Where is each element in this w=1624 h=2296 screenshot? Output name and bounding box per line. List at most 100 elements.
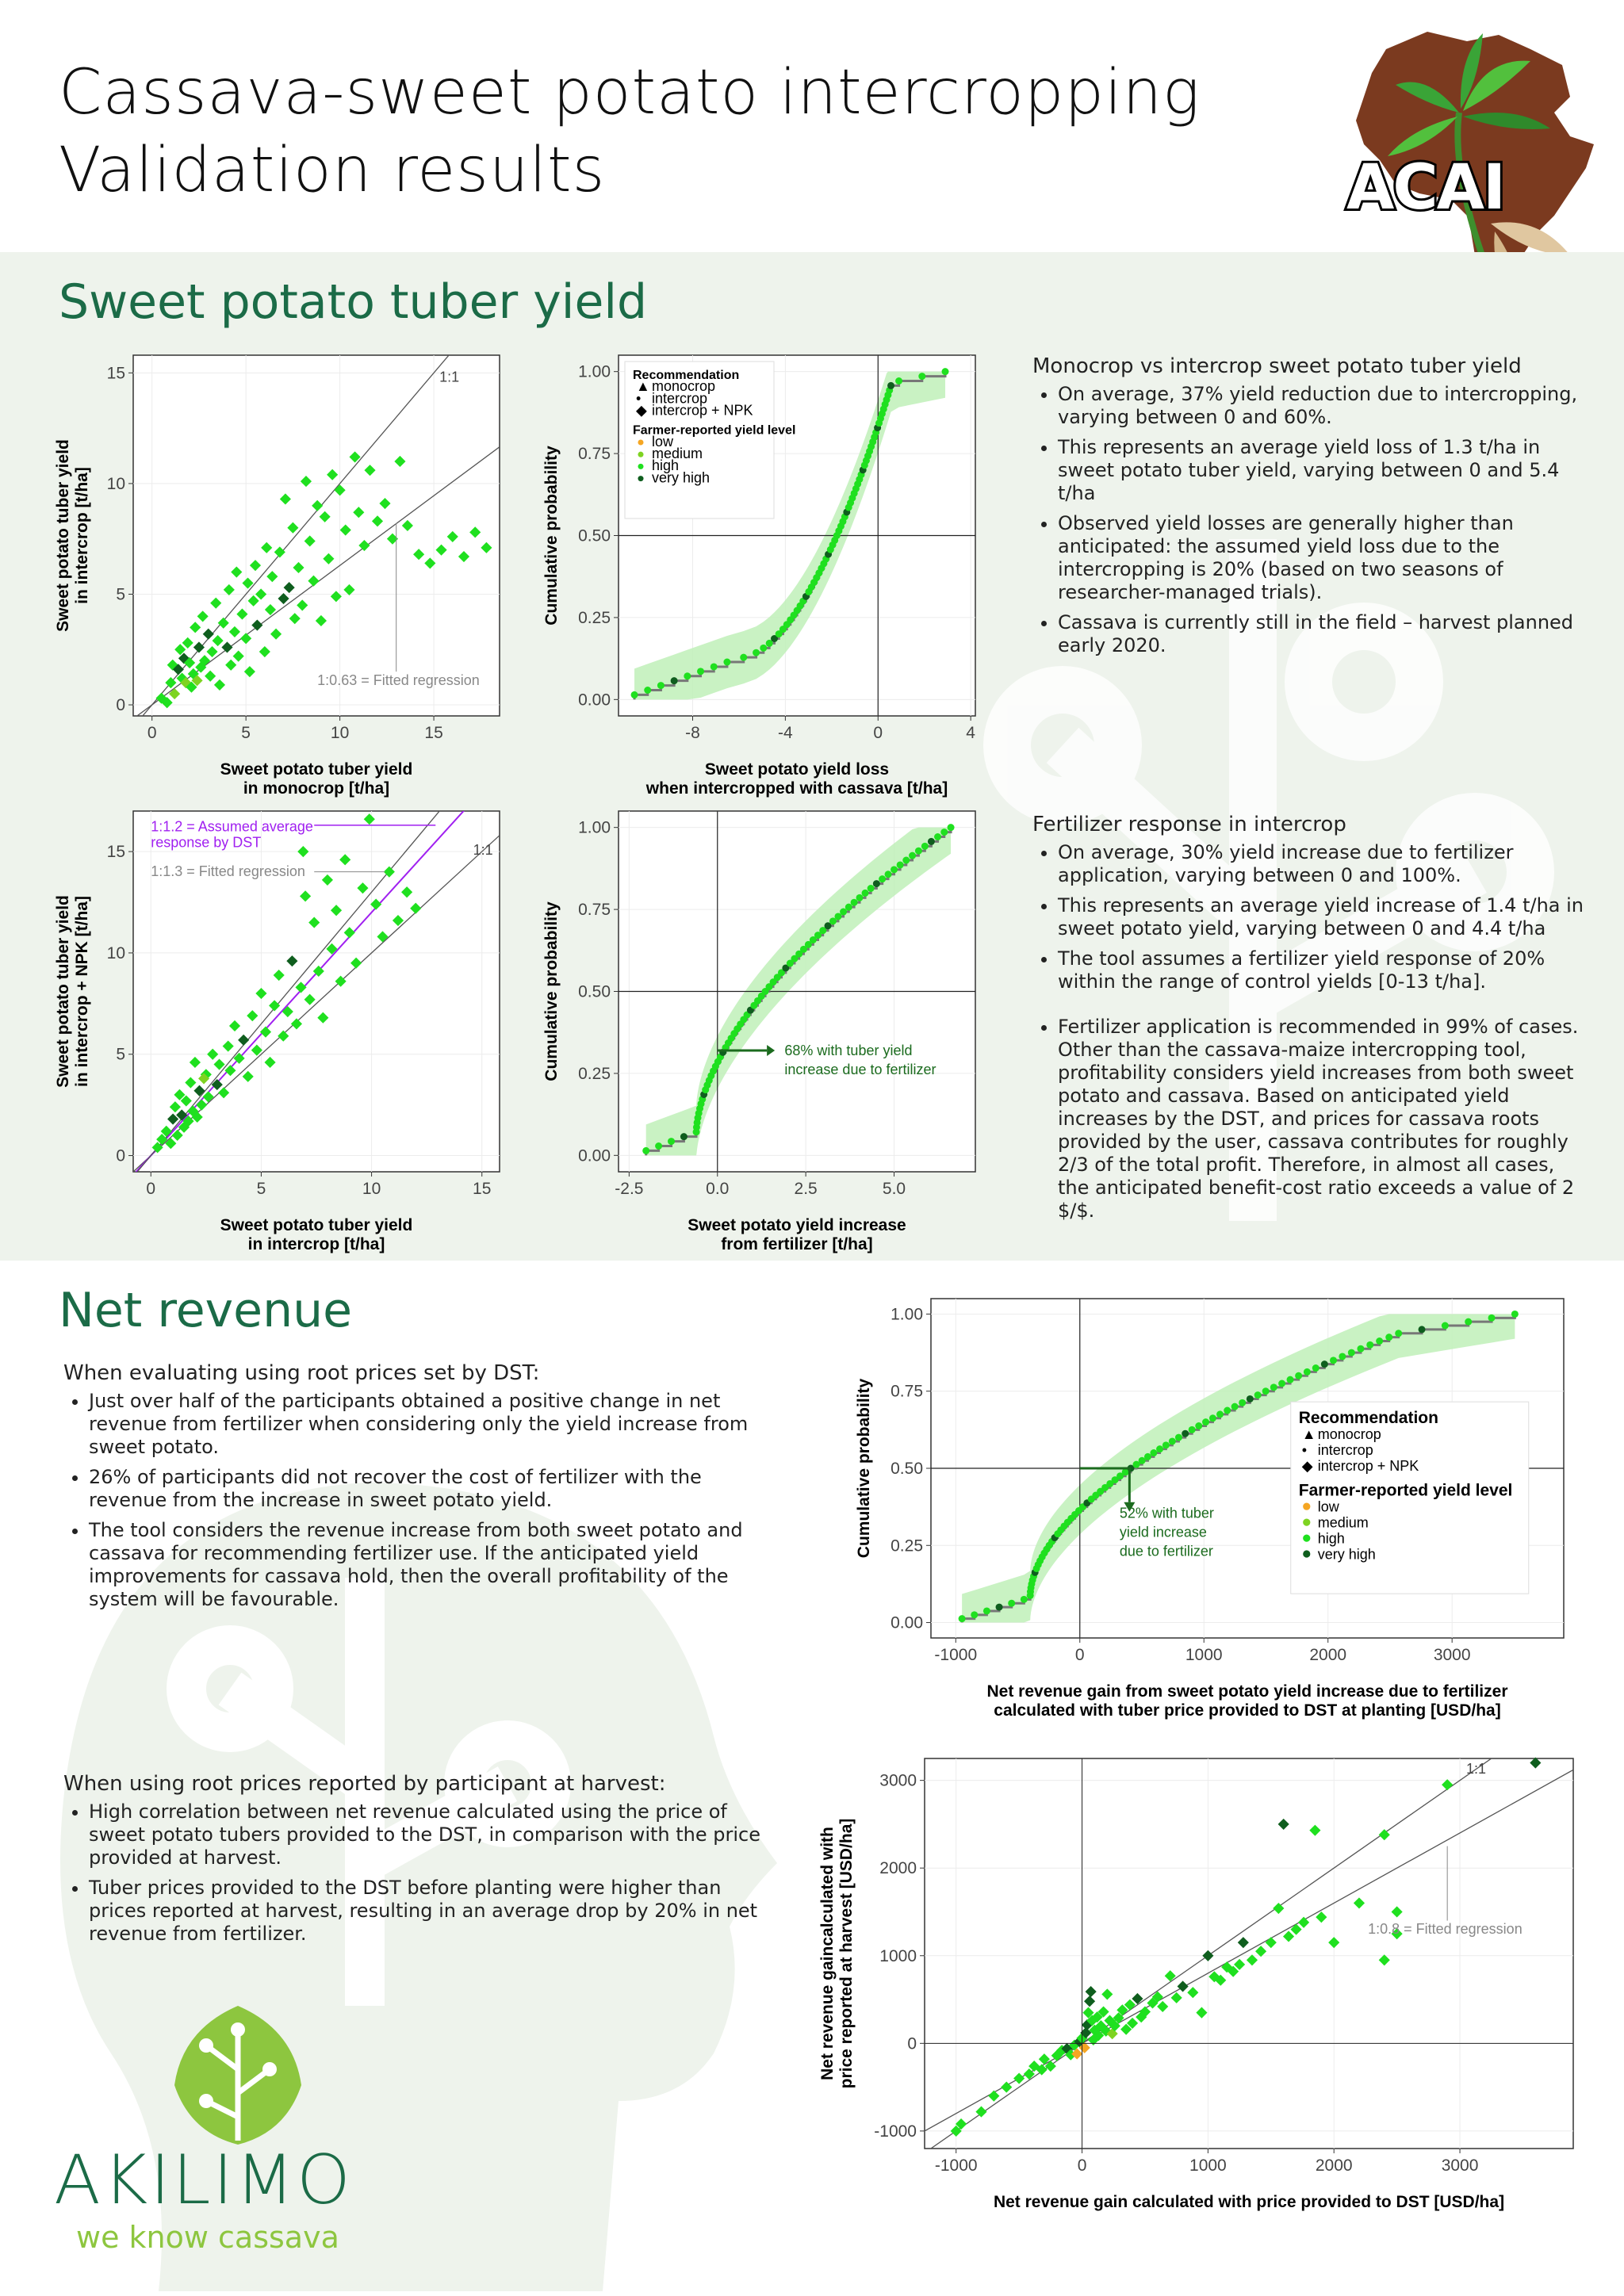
legend-symbol: ◆ (1302, 1458, 1313, 1474)
bullet: On average, 30% yield increase due to fe… (1058, 841, 1588, 887)
ecdf-point (1020, 1595, 1028, 1603)
x-tick-label: -1000 (934, 1646, 977, 1664)
ecdf-point (1262, 1387, 1270, 1395)
chart-yield-loss-cdf: -8 -4 0 4 0.00 0.25 0.50 0.75 1.00 Sweet potato y… (523, 341, 999, 809)
y-axis-label: Cumulative probability (855, 1379, 873, 1559)
ecdf-point (777, 969, 785, 977)
data-point (297, 599, 308, 611)
legend-item: low (1318, 1498, 1340, 1514)
legend-swatch (638, 476, 644, 482)
bullet: High correlation between net revenue cal… (89, 1800, 761, 1869)
y-tick-label: 15 (107, 364, 125, 382)
data-point (264, 1056, 276, 1069)
ecdf-point (1312, 1364, 1320, 1372)
data-point (224, 1065, 236, 1077)
ecdf-point (1246, 1395, 1254, 1402)
ecdf-point (1168, 1437, 1176, 1445)
ecdf-point (819, 927, 827, 935)
data-point (1316, 1911, 1327, 1923)
ecdf-point (861, 889, 869, 897)
akilimo-logo: AKILIMO we know cassava (48, 1998, 412, 2267)
data-point (243, 666, 255, 678)
x-tick-label: 0 (146, 1180, 155, 1198)
x-tick-label: 4 (966, 724, 975, 742)
y-axis-label-group: Net revenue gaincalculated withprice rep… (818, 1819, 856, 2089)
data-point (358, 539, 370, 552)
ecdf-point (1162, 1441, 1170, 1449)
bullet: The tool assumes a fertilizer yield resp… (1058, 947, 1588, 993)
data-point (1101, 1988, 1113, 2000)
ecdf-point (879, 875, 887, 883)
data-point (259, 645, 270, 658)
legend-box (1290, 1401, 1530, 1594)
ecdf-point (1106, 1479, 1114, 1487)
chart-net-revenue-comparison: -1000 0 1000 2000 3000 -1000 0 1000 2000 3000 Net … (801, 1744, 1602, 2236)
legend-item: intercrop (652, 390, 707, 406)
y-axis-label-group: Cumulative probability (542, 446, 561, 626)
legend-symbol: • (636, 390, 641, 406)
data-point (1228, 1965, 1239, 1977)
ecdf-point (887, 381, 895, 389)
ecdf-point (668, 1138, 676, 1146)
ecdf-point (1330, 1357, 1338, 1364)
data-point (232, 650, 244, 662)
ecdf-point (840, 908, 848, 916)
ecdf-point (630, 691, 638, 698)
ecdf-point (1366, 1341, 1374, 1349)
legend-symbol: ◆ (636, 403, 647, 419)
harvest-prices-heading: When using root prices reported by parti… (63, 1772, 666, 1796)
data-point (218, 1087, 230, 1099)
legend-swatch (638, 451, 644, 457)
x-tick-label: 1000 (1189, 2156, 1227, 2175)
x-tick-label: 15 (424, 724, 442, 742)
ecdf-point (753, 649, 760, 656)
ecdf-point (644, 687, 652, 694)
y-tick-label: 0.75 (891, 1383, 923, 1401)
legend-swatch (1303, 1518, 1311, 1526)
data-point (1091, 2011, 1103, 2023)
reference-line (136, 811, 441, 1172)
ecdf-point (884, 871, 892, 878)
legend-item: very high (652, 469, 710, 485)
y-axis-label-group: Cumulative probability (542, 901, 561, 1081)
annotation-arrowhead (767, 1044, 776, 1056)
ecdf-point (940, 828, 948, 836)
data-point (304, 535, 316, 547)
bullet: 26% of participants did not recover the … (89, 1466, 761, 1512)
data-point (217, 617, 229, 629)
x-tick-label: 0 (1075, 1646, 1085, 1664)
y-axis-label-group: Cumulative probability (855, 1379, 873, 1559)
ecdf-point (947, 824, 955, 832)
y-tick-label: 0 (116, 696, 125, 714)
page-title-line1: Cassava-sweet potato intercropping (59, 57, 1201, 128)
legend-title: Farmer-reported yield level (1299, 1482, 1513, 1500)
monocrop-text-block: Monocrop vs intercrop sweet potato tuber… (1032, 355, 1588, 664)
legend-swatch (1303, 1534, 1311, 1542)
ecdf-point (914, 847, 922, 855)
legend-swatch (1303, 1550, 1311, 1558)
data-point (171, 1129, 183, 1142)
data-point (349, 451, 361, 463)
ecdf-point (1182, 1429, 1189, 1437)
ecdf-point (1150, 1449, 1158, 1457)
x-tick-label: 0.0 (706, 1180, 729, 1198)
data-point (1234, 1958, 1246, 1970)
data-point (249, 560, 262, 572)
data-point (240, 633, 252, 645)
fertilizer-text-block: Fertilizer response in intercrop On aver… (1032, 813, 1588, 1230)
y-tick-label: 1000 (879, 1947, 917, 1965)
data-point (212, 635, 224, 647)
data-point (273, 969, 285, 982)
x-axis-label: Net revenue gain from sweet potato yield… (986, 1682, 1507, 1720)
y-tick-label: 0.50 (578, 983, 611, 1001)
ecdf-point (824, 922, 832, 930)
data-point (293, 561, 304, 574)
y-tick-label: 0.50 (578, 527, 611, 545)
data-point (236, 608, 248, 620)
ecdf-point (657, 682, 665, 690)
ecdf-point (1143, 1452, 1151, 1460)
harvest-prices-bullets: High correlation between net revenue cal… (63, 1800, 761, 1946)
y-tick-label: 0.75 (578, 445, 611, 463)
data-point (323, 553, 335, 564)
legend-box (624, 361, 775, 519)
